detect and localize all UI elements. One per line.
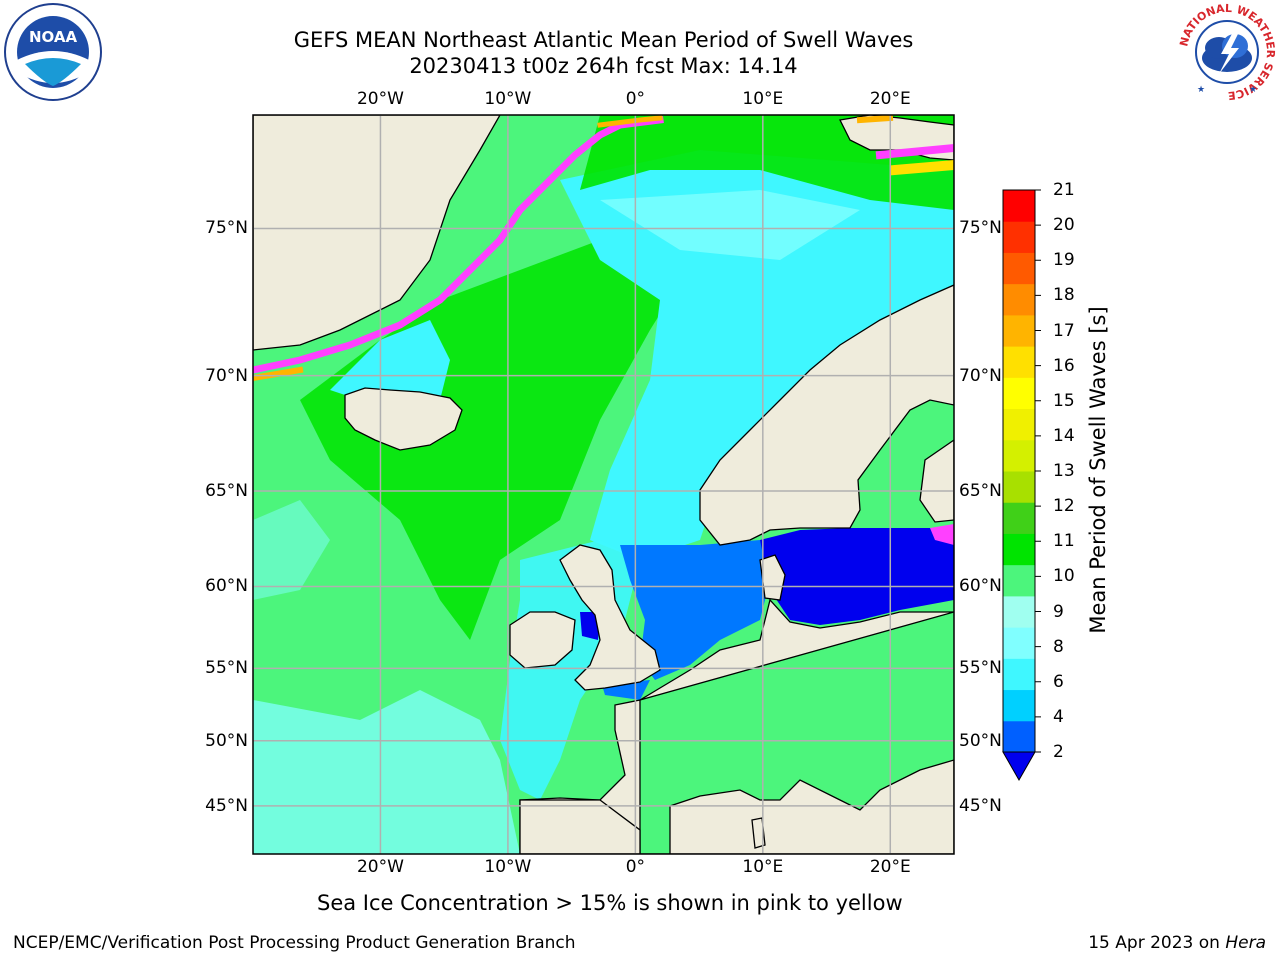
credit-date-text: 15 Apr 2023 on: [1088, 933, 1226, 953]
noaa-logo-icon: NOAA: [4, 3, 102, 101]
colorbar-tick-label: 14: [1053, 425, 1075, 446]
field-3s-north-sea: [620, 540, 770, 680]
colorbar-extend-arrow: [1002, 751, 1036, 782]
colorbar-segment: [1003, 720, 1035, 753]
colorbar-segment: [1003, 408, 1035, 441]
map-frame: [252, 114, 955, 855]
colorbar-segment: [1003, 471, 1035, 503]
lon-tick-label-top: 10°E: [742, 89, 784, 109]
lat-tick-label-left: 50°N: [205, 730, 248, 751]
land-iberia: [519, 799, 641, 854]
svg-text:★: ★: [1197, 85, 1205, 95]
colorbar-tick-label: 9: [1053, 601, 1064, 622]
colorbar-segment: [1003, 502, 1035, 534]
colorbar-segment: [1003, 533, 1035, 566]
sea-ice-edge: [253, 115, 954, 382]
lat-tick-label-left: 65°N: [205, 480, 248, 501]
colorbar-segment: [1003, 689, 1035, 722]
chart-title: GEFS MEAN Northeast Atlantic Mean Period…: [293, 28, 914, 52]
lat-tick-label-left: 60°N: [205, 576, 248, 597]
field-denmark-strait: [330, 320, 450, 410]
credit-organization: NCEP/EMC/Verification Post Processing Pr…: [13, 933, 576, 953]
lat-tick-label-right: 55°N: [959, 658, 1002, 679]
lat-tick-label-right: 65°N: [959, 480, 1002, 501]
colorbar-segment: [1003, 283, 1035, 316]
land-finland: [919, 439, 954, 523]
svg-text:★: ★: [1249, 85, 1257, 95]
lat-tick-label-left: 55°N: [205, 658, 248, 679]
colorbar-tick-label: 15: [1053, 390, 1075, 411]
field-7s-norwegian-sea: [560, 150, 954, 560]
colorbar-tick-label: 17: [1053, 320, 1075, 341]
land-iceland: [344, 387, 463, 451]
colorbar-segment: [1003, 564, 1035, 597]
lat-tick-label-right: 70°N: [959, 365, 1002, 386]
sea-ice-note: Sea Ice Concentration > 15% is shown in …: [317, 891, 903, 915]
land-denmark: [759, 554, 786, 601]
colorbar-segment: [1003, 221, 1035, 253]
graticule: [253, 115, 954, 854]
colorbar-segment: [1003, 377, 1035, 410]
colorbar-tick-label: 10: [1053, 566, 1075, 587]
colorbar-segment: [1003, 252, 1035, 285]
credit-date: 15 Apr 2023 on Hera: [1088, 933, 1266, 953]
lon-tick-label-bottom: 20°W: [356, 857, 404, 877]
colorbar-tick-label: 12: [1053, 496, 1075, 517]
lat-tick-label-left: 45°N: [205, 795, 248, 816]
colorbar-tick-label: 4: [1053, 706, 1064, 727]
lon-tick-label-bottom: 0°: [625, 857, 646, 877]
land-greenland: [253, 115, 501, 351]
colorbar-segment: [1003, 658, 1035, 691]
lon-tick-label-top: 0°: [625, 89, 646, 109]
lon-tick-label-top: 10°W: [484, 89, 532, 109]
colorbar-segment: [1003, 595, 1035, 628]
colorbar-tick-label: 16: [1053, 355, 1075, 376]
chart-subtitle: 20230413 t00z 264h fcst Max: 14.14: [409, 54, 798, 78]
land-ireland: [509, 611, 576, 669]
field-8s-southwest: [253, 690, 520, 854]
colorbar-tick-label: 8: [1053, 636, 1064, 657]
colorbar-segment: [1003, 190, 1035, 222]
lat-tick-label-right: 50°N: [959, 730, 1002, 751]
colorbar-tick-label: 2: [1053, 742, 1064, 762]
colorbar-tick-label: 11: [1053, 531, 1075, 552]
colorbar-tick-label: 13: [1053, 461, 1075, 481]
map-field: [253, 115, 954, 854]
lon-tick-label-bottom: 10°W: [484, 857, 532, 877]
lat-tick-label-left: 75°N: [205, 218, 248, 239]
lon-tick-label-top: 20°W: [356, 89, 404, 109]
field-2s-baltic: [760, 528, 954, 625]
lon-tick-label-bottom: 20°E: [869, 857, 911, 877]
credit-machine: Hera: [1225, 933, 1266, 953]
lat-tick-label-right: 60°N: [959, 576, 1002, 597]
colorbar-tick-label: 6: [1053, 671, 1064, 692]
colorbar-tick-label: 20: [1053, 215, 1075, 236]
lon-tick-label-bottom: 10°E: [742, 857, 784, 877]
noaa-logo-text: NOAA: [29, 28, 78, 46]
lat-tick-label-right: 45°N: [959, 795, 1002, 816]
lat-tick-label-right: 75°N: [959, 218, 1002, 239]
colorbar-segment: [1003, 346, 1035, 378]
colorbar-segment: [1003, 627, 1035, 659]
colorbar-segment: [1003, 439, 1035, 472]
lon-tick-label-top: 20°E: [869, 89, 911, 109]
colorbar-tick-label: 19: [1053, 250, 1075, 271]
colorbar-tick-label: 21: [1053, 180, 1075, 200]
colorbar-tick-label: 18: [1053, 285, 1075, 306]
colorbar-segment: [1003, 314, 1035, 347]
lat-tick-label-left: 70°N: [205, 365, 248, 386]
nws-logo-icon: NATIONAL WEATHER SERVICE ★ ★: [1177, 2, 1277, 102]
colorbar-title: Mean Period of Swell Waves [s]: [1086, 306, 1110, 634]
